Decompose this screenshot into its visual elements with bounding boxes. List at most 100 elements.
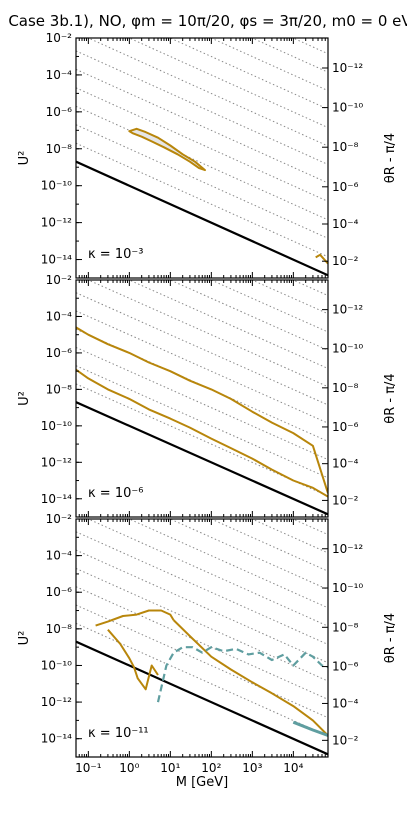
grid-line [76, 349, 328, 462]
y-tick-label: 10⁻¹⁰ [41, 658, 72, 672]
x-tick-label: 10² [201, 761, 221, 775]
kappa-label: κ = 10⁻⁶ [88, 486, 143, 501]
y2-tick-label: 10⁻¹² [332, 303, 363, 317]
grid-line [76, 346, 328, 461]
series-3-1 [95, 609, 175, 627]
x-tick-label: 10⁴ [283, 761, 303, 775]
seesaw-line [76, 160, 328, 277]
series-3-4 [156, 646, 328, 703]
y-tick-label: 10⁻² [46, 273, 73, 287]
grid-line [76, 68, 328, 184]
series-group [76, 326, 328, 498]
grid-line [250, 38, 328, 73]
grid-line [76, 292, 328, 406]
y2-tick-label: 10⁻⁴ [332, 696, 359, 710]
y-tick-label: 10⁻¹⁴ [41, 253, 72, 267]
panel-3: 10⁻¹⁴ 10⁻¹² 10⁻¹⁰ 10⁻⁸ 10⁻⁶ 10⁻⁴ 10⁻² 10⁻² 10⁻⁴ 1… [17, 349, 398, 775]
plot-frame [75, 279, 329, 518]
grid-line [128, 38, 328, 129]
y2-tick-label: 10⁻² [332, 733, 359, 747]
y2-tick-label: 10⁻¹² [332, 61, 363, 75]
grid-line [76, 365, 328, 479]
x-tick-label: 10³ [242, 761, 262, 775]
y2-tick-label: 10⁻⁸ [332, 381, 359, 395]
y-tick-label: 10⁻⁶ [46, 105, 73, 119]
panels: 10⁻¹⁴ 10⁻¹² 10⁻¹⁰ 10⁻⁸ 10⁻⁶ 10⁻⁴ 10⁻² 10⁻² 10⁻⁴ 1… [17, 31, 398, 775]
x-tick-label: 10⁰ [119, 761, 139, 775]
grid-line [76, 622, 328, 737]
grid-line [76, 531, 328, 645]
grid-line [87, 38, 328, 147]
grid-line [76, 142, 328, 258]
series-2-2 [76, 368, 328, 498]
y2-tick-label: 10⁻¹² [332, 542, 363, 556]
grid-line [76, 147, 328, 259]
x-tick-label: 10⁻¹ [75, 761, 102, 775]
y-tick-label: 10⁻⁶ [46, 585, 73, 599]
grid-line [128, 519, 328, 609]
kappa-label: κ = 10⁻³ [88, 247, 143, 262]
y2-tick-label: 10⁻⁶ [332, 660, 359, 674]
y-tick-label: 10⁻⁸ [46, 142, 73, 156]
grid-line [87, 519, 328, 627]
y2-axis-label: θR - π/4 [383, 613, 398, 663]
grid-line [76, 385, 328, 498]
kappa-label: κ = 10⁻¹¹ [88, 726, 149, 741]
y2-axis-label: θR - π/4 [383, 133, 398, 183]
grid-line [128, 280, 328, 369]
x-axis-label: M [GeV] [176, 775, 228, 790]
y-tick-label: 10⁻⁴ [46, 68, 73, 82]
y-tick-label: 10⁻¹² [41, 695, 72, 709]
y-tick-label: 10⁻¹² [41, 216, 72, 230]
y2-tick-label: 10⁻⁸ [332, 140, 359, 154]
y2-tick-label: 10⁻⁴ [332, 217, 359, 231]
grid-line [76, 87, 328, 202]
grid-line [87, 280, 328, 388]
series-group [128, 127, 328, 265]
series-1-1 [128, 127, 206, 172]
y2-tick-label: 10⁻¹⁰ [332, 101, 363, 115]
y-tick-label: 10⁻⁸ [46, 382, 73, 396]
grid-line [291, 280, 328, 297]
grid-line [76, 367, 328, 480]
y2-tick-label: 10⁻⁶ [332, 180, 359, 194]
y-axis-label: U² [17, 151, 32, 166]
grid-line [76, 567, 328, 682]
y2-tick-label: 10⁻⁶ [332, 420, 359, 434]
series-3-5 [292, 720, 328, 737]
plot-frame [75, 37, 329, 279]
y-tick-label: 10⁻¹⁰ [41, 179, 72, 193]
seesaw-line [76, 401, 328, 516]
series-3-2 [107, 629, 159, 691]
chart-title: Case 3b.1), NO, φm = 10π/20, φs = 3π/20,… [8, 12, 407, 30]
y-tick-label: 10⁻¹² [41, 455, 72, 469]
y2-tick-label: 10⁻⁸ [332, 620, 359, 634]
series-2-1 [76, 326, 328, 494]
panel-1: 10⁻¹⁴ 10⁻¹² 10⁻¹⁰ 10⁻⁸ 10⁻⁶ 10⁻⁴ 10⁻² 10⁻² 10⁻⁴ 1… [17, 31, 398, 279]
y-tick-label: 10⁻¹⁰ [41, 419, 72, 433]
y-axis-label: U² [17, 631, 32, 646]
y-tick-label: 10⁻² [46, 31, 73, 45]
y2-axis-label: θR - π/4 [383, 373, 398, 423]
y-axis-label: U² [17, 391, 32, 406]
y-tick-label: 10⁻⁴ [46, 309, 73, 323]
y-tick-label: 10⁻⁶ [46, 346, 73, 360]
y2-tick-label: 10⁻⁴ [332, 457, 359, 471]
grid-line [76, 105, 328, 221]
grid-line [76, 124, 328, 239]
y2-tick-label: 10⁻² [332, 493, 359, 507]
y-tick-label: 10⁻¹⁴ [41, 732, 72, 746]
y-tick-label: 10⁻⁴ [46, 549, 73, 563]
grid-line [76, 310, 328, 424]
grid-line [76, 549, 328, 664]
y-tick-label: 10⁻² [46, 512, 73, 526]
panel-2: 10⁻¹⁴ 10⁻¹² 10⁻¹⁰ 10⁻⁸ 10⁻⁶ 10⁻⁴ 10⁻² 10⁻² 10⁻⁴ 1… [17, 147, 398, 518]
grid-line [76, 50, 328, 165]
series-3-3 [172, 619, 328, 737]
y-tick-label: 10⁻¹⁴ [41, 492, 72, 506]
series-group [95, 609, 328, 737]
y-tick-label: 10⁻⁸ [46, 622, 73, 636]
y2-tick-label: 10⁻¹⁰ [332, 581, 363, 595]
x-tick-label: 10¹ [160, 761, 180, 775]
